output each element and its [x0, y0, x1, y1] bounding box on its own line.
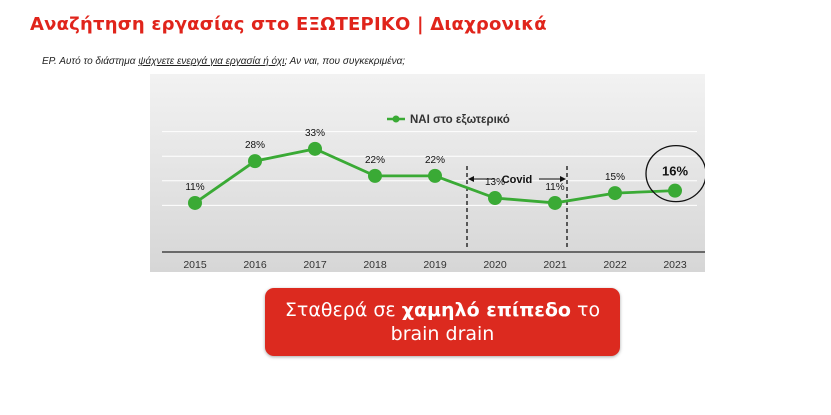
callout-text-pre: Σταθερά σε — [284, 299, 402, 321]
data-label: 22% — [365, 155, 385, 166]
data-label: 33% — [305, 128, 325, 139]
x-tick-label: 2015 — [183, 259, 207, 271]
conclusion-callout: Σταθερά σε χαμηλό επίπεδο το brain drain — [265, 288, 620, 356]
question-suffix: ; Αν ναι, που συγκεκριμένα; — [284, 56, 406, 67]
x-tick-label: 2023 — [663, 259, 687, 271]
x-tick-label: 2019 — [423, 259, 447, 271]
callout-text-post: το — [570, 299, 601, 321]
x-tick-label: 2017 — [303, 259, 327, 271]
data-point — [608, 186, 622, 201]
covid-arrowhead-right — [560, 176, 566, 182]
legend-label: ΝΑΙ στο εξωτερικό — [410, 114, 510, 126]
data-label: 15% — [605, 172, 625, 183]
page-title: Αναζήτηση εργασίας στο ΕΞΩΤΕΡΙΚΟ | Διαχρ… — [30, 14, 547, 35]
callout-line-2: brain drain — [390, 323, 495, 345]
data-point — [188, 195, 202, 210]
x-tick-label: 2016 — [243, 259, 267, 271]
chart-svg: Covid ΝΑΙ στο εξωτερικό 11% 28% 33% 22% 22% 13%… — [150, 74, 705, 272]
data-point — [548, 195, 562, 210]
data-point — [428, 168, 442, 183]
data-point — [488, 191, 502, 206]
data-point — [668, 183, 682, 198]
legend-marker — [392, 115, 400, 123]
x-tick-label: 2020 — [483, 259, 507, 271]
callout-text-bold: χαμηλό επίπεδο — [401, 299, 571, 321]
line-chart: Covid ΝΑΙ στο εξωτερικό 11% 28% 33% 22% 22% 13%… — [150, 74, 705, 272]
data-point — [368, 168, 382, 183]
covid-arrowhead-left — [468, 176, 474, 182]
data-label: 11% — [185, 182, 204, 193]
data-label: 22% — [425, 155, 445, 166]
data-label: 16% — [662, 164, 688, 179]
survey-question: ΕΡ. Αυτό το διάστημα ψάχνετε ενεργά για … — [42, 56, 405, 67]
covid-label: Covid — [502, 174, 533, 186]
data-point — [248, 154, 262, 169]
x-tick-label: 2022 — [603, 259, 627, 271]
question-highlight: ψάχνετε ενεργά για εργασία ή όχι — [138, 56, 285, 67]
data-point — [308, 141, 322, 156]
x-tick-label: 2021 — [543, 259, 567, 271]
chart-background — [150, 74, 705, 272]
callout-line-1: Σταθερά σε χαμηλό επίπεδο το — [265, 298, 620, 322]
question-prefix: ΕΡ. Αυτό το διάστημα — [42, 56, 139, 67]
data-label: 11% — [545, 182, 564, 193]
highlight-circle — [645, 144, 705, 203]
data-label: 28% — [245, 140, 265, 151]
x-tick-label: 2018 — [363, 259, 387, 271]
data-label: 13% — [485, 177, 505, 188]
